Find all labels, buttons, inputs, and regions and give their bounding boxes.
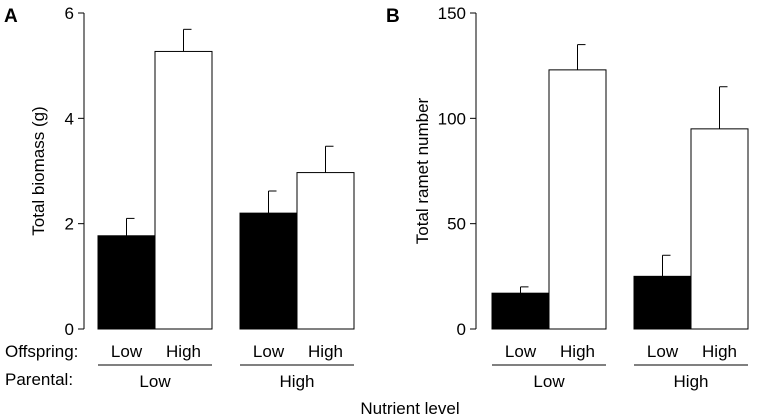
offspring-tick-label: Low (505, 342, 537, 361)
panel-letter: A (4, 6, 18, 27)
bar (633, 275, 692, 330)
y-tick-label: 50 (447, 215, 466, 234)
bar (154, 50, 213, 330)
y-axis-label: Total ramet number (413, 97, 432, 244)
y-tick-label: 0 (457, 320, 466, 339)
bar (97, 235, 156, 330)
x-axis-label: Nutrient level (360, 399, 459, 418)
y-tick-label: 150 (438, 4, 466, 23)
parental-tick-label: High (280, 372, 315, 391)
parental-row-label: Parental: (5, 370, 73, 389)
panel-b: B 0 50 100 150 Total ramet number Low High Low Lo… (386, 4, 749, 391)
parental-tick-label: Low (139, 372, 171, 391)
parental-tick-label: High (674, 372, 709, 391)
y-tick-label: 6 (65, 4, 74, 23)
offspring-tick-label: Low (253, 342, 285, 361)
bar (296, 172, 355, 330)
offspring-tick-label: High (308, 342, 343, 361)
parental-tick-label: Low (533, 372, 565, 391)
offspring-tick-label: High (702, 342, 737, 361)
y-tick-label: 0 (65, 320, 74, 339)
y-tick-label: 4 (65, 109, 74, 128)
offspring-row-label: Offspring: (5, 342, 78, 361)
panel-letter: B (386, 6, 400, 27)
y-tick-label: 2 (65, 215, 74, 234)
offspring-tick-label: Low (647, 342, 679, 361)
bar (690, 128, 749, 330)
offspring-tick-label: Low (111, 342, 143, 361)
offspring-tick-label: High (166, 342, 201, 361)
bar (239, 212, 298, 330)
bar (491, 292, 550, 330)
offspring-tick-label: High (560, 342, 595, 361)
y-axis-label: Total biomass (g) (29, 106, 48, 235)
panel-a: A 0 2 4 6 Total biomass (g) Low High Low Low High H… (4, 4, 355, 391)
bar (548, 69, 607, 330)
y-tick-label: 100 (438, 109, 466, 128)
